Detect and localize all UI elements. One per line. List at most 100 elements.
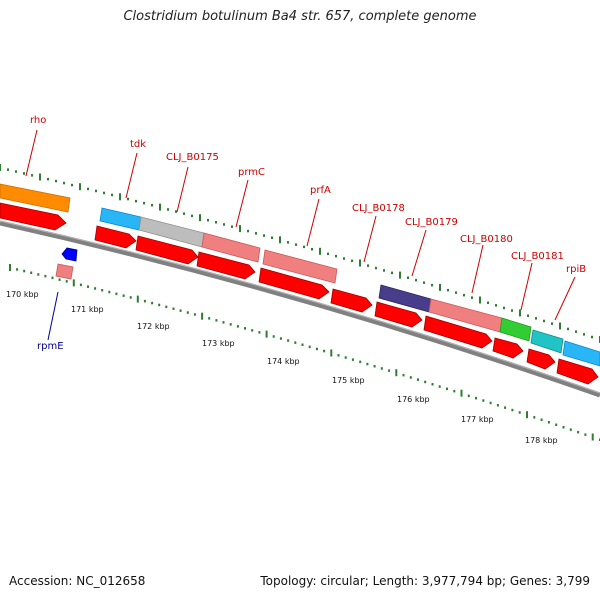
outer-tick <box>279 236 281 244</box>
feature-prfA[interactable] <box>262 249 338 284</box>
feature-prmC[interactable] <box>201 232 261 263</box>
inner-tick <box>526 411 528 419</box>
gene-label-CLJ_B0178[interactable]: CLJ_B0178 <box>352 203 405 214</box>
kbp-label-170: 170 kbp <box>6 290 39 299</box>
backbone <box>0 220 600 398</box>
leader-CLJ_B0179 <box>411 229 427 277</box>
gene-label-CLJ_B0181[interactable]: CLJ_B0181 <box>511 251 564 262</box>
feature-rpmE-arrow[interactable] <box>61 247 78 262</box>
outer-tick <box>447 288 449 292</box>
inner-tick <box>431 383 434 386</box>
outer-tick <box>415 278 417 282</box>
inner-tick <box>330 349 333 357</box>
outer-tick <box>591 335 593 339</box>
leader-tdk <box>125 152 138 199</box>
inner-tick <box>143 299 146 303</box>
inner-tick <box>337 354 340 357</box>
inner-tick <box>136 295 139 303</box>
outer-tick <box>63 181 65 185</box>
outer-tick <box>551 322 553 325</box>
inner-tick <box>58 278 61 281</box>
outer-tick <box>231 225 233 228</box>
leader-CLJ_B0181 <box>520 262 533 311</box>
inner-tick <box>87 285 89 288</box>
feature-tdk[interactable] <box>99 207 142 231</box>
outer-tick <box>0 164 1 171</box>
outer-tick <box>87 187 89 191</box>
cds-arrow-7[interactable] <box>374 301 423 328</box>
leader-rho <box>25 129 38 177</box>
gene-label-rpiB[interactable]: rpiB <box>566 264 586 275</box>
cds-arrow-1[interactable] <box>0 202 67 231</box>
inner-tick <box>446 387 448 391</box>
inner-tick <box>251 329 254 332</box>
feature-CLJ_B0181[interactable] <box>499 317 532 342</box>
feature-unnamed-cyan[interactable] <box>530 329 564 354</box>
gene-label-CLJ_B0180[interactable]: CLJ_B0180 <box>460 234 513 245</box>
gene-label-rpmE[interactable]: rpmE <box>37 341 64 352</box>
outer-tick <box>431 283 433 287</box>
inner-tick <box>308 345 311 349</box>
outer-tick <box>183 212 185 215</box>
outer-tick <box>239 225 241 233</box>
backbone-line <box>0 220 600 398</box>
inner-tick <box>44 274 47 278</box>
outer-tick-row <box>0 164 600 343</box>
outer-tick <box>559 322 561 330</box>
inner-tick <box>129 296 132 299</box>
inner-tick <box>533 416 536 419</box>
cds-arrow-4[interactable] <box>196 251 256 280</box>
inner-tick <box>65 280 68 283</box>
feature-rpmE[interactable] <box>55 263 74 280</box>
feature-rho[interactable] <box>0 183 71 213</box>
cds-arrow-11[interactable] <box>556 358 599 385</box>
inner-tick <box>301 343 304 346</box>
outer-tick <box>295 243 297 246</box>
kbp-label-172: 172 kbp <box>137 322 170 331</box>
gene-label-CLJ_B0179[interactable]: CLJ_B0179 <box>405 217 458 228</box>
leader-prfA <box>306 198 320 247</box>
outer-tick <box>207 218 209 222</box>
outer-tick <box>215 221 217 224</box>
cds-arrow-5[interactable] <box>258 267 330 300</box>
outer-tick <box>343 257 345 260</box>
cds-arrow-6[interactable] <box>330 288 373 313</box>
gene-label-tdk[interactable]: tdk <box>130 139 146 150</box>
gene-label-prfA[interactable]: prfA <box>310 185 331 196</box>
outer-tick <box>191 214 193 218</box>
inner-tick <box>9 264 11 271</box>
inner-tick <box>294 341 297 344</box>
inner-tick <box>453 389 456 393</box>
outer-tick <box>407 276 409 279</box>
inner-tick <box>244 327 246 330</box>
outer-tick <box>143 201 145 205</box>
cds-arrow-10[interactable] <box>526 348 556 370</box>
inner-tick <box>504 406 507 409</box>
inner-tick <box>569 428 572 431</box>
inner-tick <box>489 401 492 405</box>
outer-tick <box>503 306 505 310</box>
inner-tick <box>115 292 118 296</box>
inner-tick <box>215 319 218 322</box>
cds-arrow-9[interactable] <box>492 337 524 359</box>
outer-tick <box>271 236 273 239</box>
feature-rpiB[interactable] <box>562 340 600 367</box>
gene-label-prmC[interactable]: prmC <box>238 167 265 178</box>
outer-tick <box>39 173 41 181</box>
outer-tick <box>535 317 537 320</box>
inner-tick <box>51 276 54 280</box>
inner-tick <box>409 376 412 379</box>
gene-label-CLJ_B0175[interactable]: CLJ_B0175 <box>166 152 219 163</box>
kbp-label-171: 171 kbp <box>71 305 104 314</box>
cds-arrow-2[interactable] <box>94 225 137 249</box>
outer-tick <box>223 223 225 226</box>
cds-arrow-8[interactable] <box>423 315 493 349</box>
leader-rpiB <box>554 276 576 321</box>
inner-tick <box>165 305 168 309</box>
outer-tick <box>359 259 361 267</box>
inner-tick <box>172 307 175 310</box>
gene-label-rho[interactable]: rho <box>30 115 46 126</box>
cds-arrow-3[interactable] <box>135 235 199 265</box>
outer-tick <box>247 229 249 233</box>
